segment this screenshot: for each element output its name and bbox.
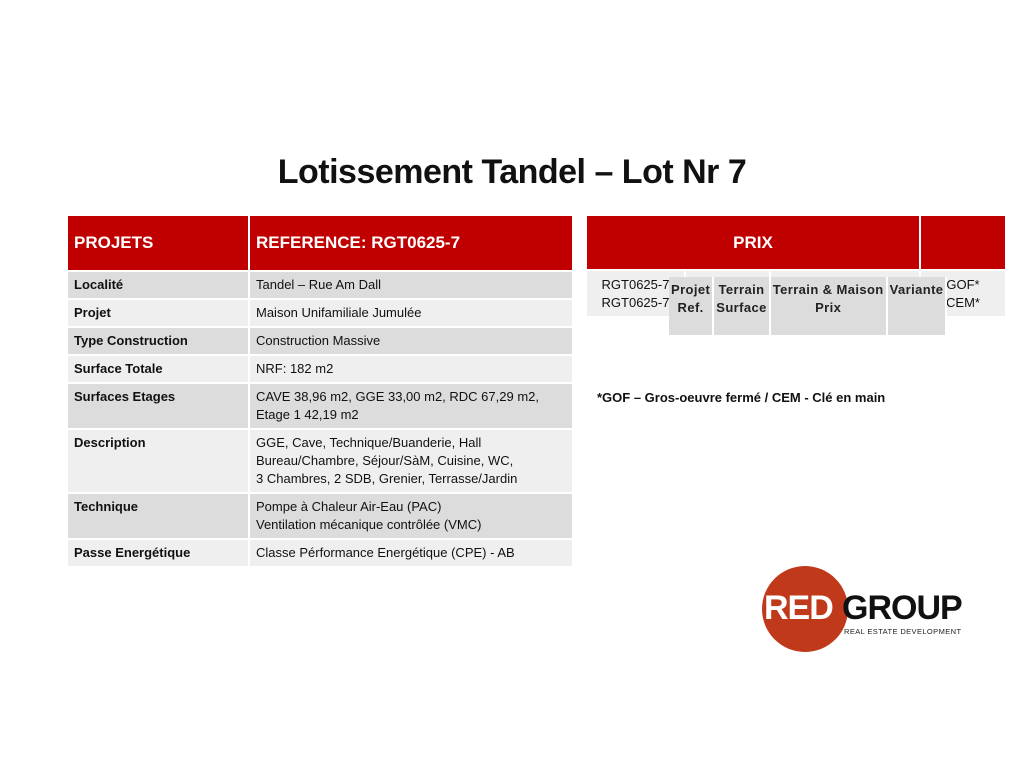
text-line: RGT0625-7 xyxy=(601,295,670,310)
text-line: Bureau/Chambre, Séjour/SàM, Cuisine, WC, xyxy=(256,453,514,468)
text-line: Variante xyxy=(889,282,944,297)
text-line: Terrain & Maison xyxy=(772,282,884,297)
text-line: NRF: 182 m2 xyxy=(256,361,334,376)
logo-red: RED xyxy=(764,589,834,627)
column-header: Projet Ref. xyxy=(669,277,715,337)
text-line: Etage 1 42,19 m2 xyxy=(256,407,359,422)
header-empty xyxy=(921,216,1008,271)
row-label: Surfaces Etages xyxy=(68,384,250,430)
table-row: Description GGE, Cave, Technique/Buanderi… xyxy=(68,430,574,494)
header-projets: PROJETS xyxy=(68,216,250,272)
table-row: Surface Totale NRF: 182 m2 xyxy=(68,356,574,384)
row-label: Surface Totale xyxy=(68,356,250,384)
logo-tagline: REAL ESTATE DEVELOPMENT xyxy=(844,627,962,636)
footnote: *GOF – Gros-oeuvre fermé / CEM - Clé en … xyxy=(597,390,886,405)
text-line: Prix xyxy=(815,300,842,315)
text-line: Tandel – Rue Am Dall xyxy=(256,277,382,292)
row-label: Type Construction xyxy=(68,328,250,356)
row-value: GGE, Cave, Technique/Buanderie, Hall Bure… xyxy=(250,430,574,494)
row-label: Technique xyxy=(68,494,250,540)
table-row: Passe Energétique Classe Pérformance Ener… xyxy=(68,540,574,568)
prix-column-headers: Projet Ref. Terrain Surface Terrain & Maison… xyxy=(669,277,948,337)
header-reference: REFERENCE: RGT0625-7 xyxy=(250,216,574,272)
text-line: CAVE 38,96 m2, GGE 33,00 m2, RDC 67,29 m… xyxy=(256,389,539,404)
projects-header: PROJETS REFERENCE: RGT0625-7 xyxy=(68,216,574,272)
text-line: Classe Pérformance Energétique (CPE) - A… xyxy=(256,545,515,560)
text-line: Ventilation mécanique contrôlée (VMC) xyxy=(256,517,482,532)
text-line: CEM* xyxy=(946,295,980,310)
projects-table: PROJETS REFERENCE: RGT0625-7 Localité Tan… xyxy=(68,216,574,568)
text-line: Projet xyxy=(671,282,711,297)
column-header: Terrain Surface xyxy=(714,277,771,337)
row-value: NRF: 182 m2 xyxy=(250,356,574,384)
text-line: Construction Massive xyxy=(256,333,381,348)
text-line: RGT0625-7 xyxy=(601,277,670,292)
header-prix: PRIX xyxy=(587,216,922,271)
text-line: Maison Unifamiliale Jumulée xyxy=(256,305,422,320)
table-row: Surfaces Etages CAVE 38,96 m2, GGE 33,00 … xyxy=(68,384,574,430)
redgroup-logo: RED GROUP REAL ESTATE DEVELOPMENT xyxy=(762,566,972,652)
table-row: Projet Maison Unifamiliale Jumulée xyxy=(68,300,574,328)
table-row: Localité Tandel – Rue Am Dall xyxy=(68,272,574,300)
text-line: 3 Chambres, 2 SDB, Grenier, Terrasse/Jar… xyxy=(256,471,518,486)
text-line: Surface xyxy=(716,300,767,315)
row-value: Classe Pérformance Energétique (CPE) - A… xyxy=(250,540,574,568)
page-title: Lotissement Tandel – Lot Nr 7 xyxy=(277,153,747,191)
row-label: Passe Energétique xyxy=(68,540,250,568)
text-line: Ref. xyxy=(677,300,704,315)
row-label: Projet xyxy=(68,300,250,328)
logo-circle xyxy=(762,566,848,652)
row-value: Construction Massive xyxy=(250,328,574,356)
text-line: GOF* xyxy=(946,277,980,292)
row-value: CAVE 38,96 m2, GGE 33,00 m2, RDC 67,29 m… xyxy=(250,384,574,430)
row-label: Description xyxy=(68,430,250,494)
text-line: Pompe à Chaleur Air-Eau (PAC) xyxy=(256,499,442,514)
row-value: Pompe à Chaleur Air-Eau (PAC) Ventilation… xyxy=(250,494,574,540)
text-line: GGE, Cave, Technique/Buanderie, Hall xyxy=(256,435,482,450)
table-row: Technique Pompe à Chaleur Air-Eau (PAC) Ve… xyxy=(68,494,574,540)
row-value: Tandel – Rue Am Dall xyxy=(250,272,574,300)
row-label: Localité xyxy=(68,272,250,300)
prix-table: PRIX Projet Ref. Terrain Surface Terrain & M… xyxy=(587,216,1008,337)
text-line: Terrain xyxy=(718,282,765,297)
column-header: Variante xyxy=(887,277,948,337)
column-header: Terrain & Maison Prix xyxy=(770,277,888,337)
row-value: Maison Unifamiliale Jumulée xyxy=(250,300,574,328)
prix-header: PRIX xyxy=(587,216,1008,271)
logo-group: GROUP xyxy=(842,589,963,627)
table-row: Type Construction Construction Massive xyxy=(68,328,574,356)
